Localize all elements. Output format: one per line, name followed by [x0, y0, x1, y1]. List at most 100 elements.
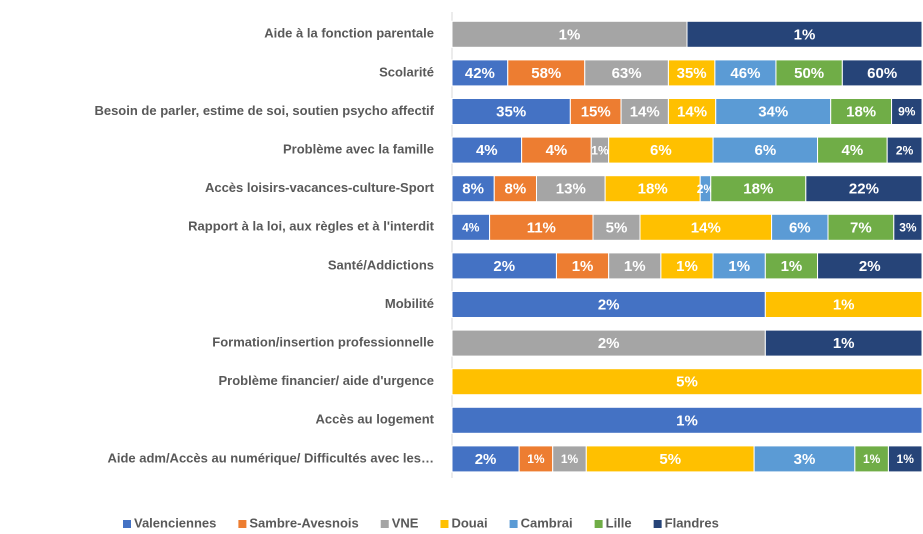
- data-label: 1%: [527, 452, 545, 466]
- legend-label: Lille: [606, 515, 632, 530]
- data-label: 1%: [794, 26, 816, 43]
- data-label: 1%: [561, 452, 579, 466]
- bar-segment: [712, 252, 766, 280]
- category-label: Accès loisirs-vacances-culture-Sport: [205, 180, 435, 195]
- bar-segment: [585, 445, 755, 473]
- bar-segment: [841, 59, 923, 87]
- data-label: 6%: [789, 219, 811, 236]
- data-label: 58%: [531, 65, 561, 82]
- category-label: Accès au logement: [316, 412, 435, 427]
- data-label: 9%: [898, 105, 916, 119]
- data-label: 5%: [606, 219, 628, 236]
- data-label: 14%: [677, 103, 707, 120]
- data-label: 2%: [859, 258, 881, 275]
- bar-segment: [712, 136, 819, 164]
- category-label: Aide adm/Accès au numérique/ Difficultés…: [107, 450, 434, 465]
- data-label: 34%: [758, 103, 788, 120]
- category-label: Mobilité: [385, 296, 434, 311]
- legend-label: Sambre-Avesnois: [249, 515, 358, 530]
- data-label: 18%: [743, 181, 773, 198]
- legend-swatch: [509, 520, 518, 528]
- bar-segment: [891, 98, 923, 125]
- bar-segment: [493, 175, 537, 203]
- data-label: 35%: [496, 103, 526, 120]
- data-label: 2%: [598, 335, 620, 352]
- bar-segment: [805, 175, 923, 203]
- category-label: Problème avec la famille: [283, 142, 434, 157]
- category-label: Aide à la fonction parentale: [264, 26, 434, 41]
- bar-segment: [817, 252, 923, 280]
- data-label: 1%: [897, 452, 915, 466]
- data-label: 60%: [867, 65, 897, 82]
- data-label: 2%: [896, 143, 914, 157]
- data-label: 14%: [691, 219, 721, 236]
- data-label: 1%: [781, 258, 803, 275]
- data-label: 1%: [572, 258, 594, 275]
- bar-segment: [521, 136, 592, 164]
- legend-label: Flandres: [665, 515, 719, 530]
- category-label: Scolarité: [379, 64, 434, 79]
- data-label: 5%: [676, 374, 698, 391]
- legend-label: Cambrai: [521, 515, 573, 530]
- category-label: Besoin de parler, estime de soi, soutien…: [94, 103, 434, 118]
- data-label: 4%: [842, 142, 864, 159]
- bar-segment: [764, 291, 923, 318]
- data-label: 6%: [650, 142, 672, 159]
- bar-segment: [608, 136, 714, 164]
- data-label: 2%: [493, 258, 515, 275]
- bar-segment: [639, 213, 773, 241]
- bar-segment: [764, 329, 923, 357]
- bar-segment: [893, 213, 923, 241]
- legend-swatch: [123, 520, 131, 528]
- legend-label: Valenciennes: [134, 515, 216, 530]
- bar-segment: [555, 252, 610, 280]
- bar-segment: [451, 329, 766, 357]
- data-label: 1%: [624, 258, 646, 275]
- bar-segment: [753, 445, 856, 473]
- data-label: 6%: [754, 142, 776, 159]
- data-label: 42%: [465, 65, 495, 82]
- bar-segment: [817, 136, 888, 164]
- bar-segment: [604, 175, 701, 203]
- data-label: 1%: [676, 258, 698, 275]
- legend-swatch: [380, 520, 389, 528]
- bar-segment: [535, 175, 606, 203]
- data-label: 4%: [462, 220, 480, 234]
- bar-segment: [854, 445, 889, 473]
- data-label: 8%: [462, 181, 484, 198]
- data-label: 50%: [794, 65, 824, 82]
- bar-segment: [451, 213, 491, 241]
- data-label: 35%: [677, 65, 707, 82]
- data-label: 5%: [659, 451, 681, 468]
- bar-segment: [887, 445, 923, 473]
- data-label: 2%: [697, 182, 715, 196]
- data-label: 3%: [794, 451, 816, 468]
- bar-segment: [827, 213, 895, 241]
- data-label: 4%: [546, 142, 568, 159]
- bar-segment: [451, 136, 523, 164]
- legend-swatch: [594, 520, 603, 528]
- bar-segment: [686, 20, 923, 48]
- bar-segment: [451, 291, 766, 318]
- category-label: Formation/insertion professionnelle: [212, 335, 434, 350]
- bar-segment: [451, 59, 509, 87]
- data-label: 14%: [630, 103, 660, 120]
- bar-segment: [667, 98, 717, 125]
- data-label: 1%: [863, 452, 881, 466]
- data-label: 1%: [833, 296, 855, 313]
- data-label: 2%: [598, 296, 620, 313]
- legend-swatch: [238, 520, 247, 528]
- category-label: Santé/Addictions: [328, 257, 434, 272]
- data-label: 15%: [581, 103, 611, 120]
- bar-segment: [451, 368, 923, 396]
- data-label: 1%: [676, 412, 698, 429]
- bar-segment: [451, 445, 520, 473]
- bar-segment: [451, 98, 571, 125]
- bar-segment: [608, 252, 662, 280]
- category-label: Problème financier/ aide d'urgence: [219, 373, 435, 388]
- bar-segment: [518, 445, 554, 473]
- data-label: 4%: [476, 142, 498, 159]
- bar-segment: [451, 406, 923, 434]
- data-label: 1%: [559, 26, 581, 43]
